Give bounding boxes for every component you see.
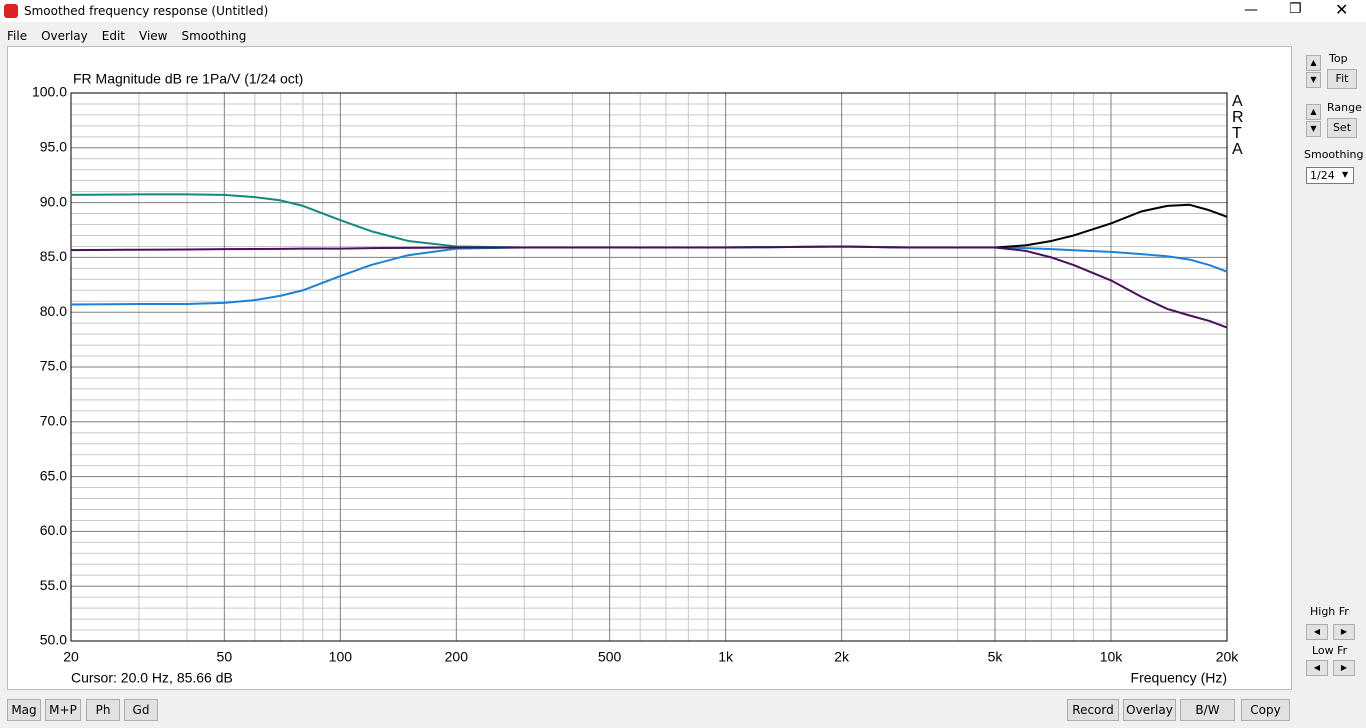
window-title: Smoothed frequency response (Untitled): [24, 4, 268, 18]
y-tick-label: 65.0: [40, 467, 67, 483]
toolbar-button[interactable]: Copy: [1241, 699, 1290, 721]
menu-item[interactable]: Edit: [102, 29, 125, 43]
high-fr-label: High Fr: [1310, 605, 1349, 618]
series-line: [71, 246, 1227, 327]
toolbar-button[interactable]: Record: [1067, 699, 1119, 721]
menu-item[interactable]: Overlay: [41, 29, 88, 43]
y-tick-label: 95.0: [40, 139, 67, 155]
y-tick-label: 90.0: [40, 193, 67, 209]
y-tick-label: 70.0: [40, 413, 67, 429]
series-line: [910, 205, 1227, 248]
top-up[interactable]: ▲: [1306, 55, 1321, 71]
high-fr-right[interactable]: ▶: [1333, 624, 1355, 640]
dropdown-arrow: ▼: [1342, 170, 1348, 179]
menu-item[interactable]: Smoothing: [181, 29, 246, 43]
minimize[interactable]: —: [1244, 2, 1258, 18]
x-tick-label: 1k: [718, 649, 734, 665]
smoothing-value: 1/24: [1310, 169, 1335, 182]
app-icon: [4, 4, 18, 18]
toolbar-button[interactable]: Mag: [7, 699, 41, 721]
title-bar: Smoothed frequency response (Untitled) —…: [0, 0, 1366, 22]
range-up[interactable]: ▲: [1306, 104, 1321, 120]
smoothing-select[interactable]: 1/24 ▼: [1306, 167, 1354, 184]
x-tick-label: 2k: [834, 649, 850, 665]
x-tick-label: 200: [445, 649, 469, 665]
smoothing-label: Smoothing: [1304, 148, 1363, 161]
toolbar-button[interactable]: M+P: [45, 699, 81, 721]
y-tick-label: 80.0: [40, 303, 67, 319]
toolbar-button[interactable]: Gd: [124, 699, 158, 721]
low-fr-right[interactable]: ▶: [1333, 660, 1355, 676]
y-tick-label: 55.0: [40, 577, 67, 593]
top-label: Top: [1329, 52, 1348, 65]
fit-button[interactable]: Fit: [1327, 69, 1357, 89]
x-tick-label: 5k: [988, 649, 1004, 665]
y-tick-label: 85.0: [40, 248, 67, 264]
y-tick-label: 60.0: [40, 522, 67, 538]
x-tick-label: 100: [329, 649, 353, 665]
x-tick-label: 500: [598, 649, 622, 665]
menu-bar: File Overlay Edit View Smoothing: [7, 25, 260, 44]
x-tick-label: 10k: [1100, 649, 1124, 665]
low-fr-left[interactable]: ◀: [1306, 660, 1328, 676]
cursor-readout: Cursor: 20.0 Hz, 85.66 dB: [71, 670, 233, 686]
top-down[interactable]: ▼: [1306, 72, 1321, 88]
arta-watermark: ARTA: [1232, 94, 1242, 158]
toolbar-button[interactable]: Ph: [86, 699, 120, 721]
chart: FR Magnitude dB re 1Pa/V (1/24 oct) Freq…: [7, 46, 1292, 690]
close[interactable]: ✕: [1335, 0, 1348, 19]
range-label: Range: [1327, 101, 1362, 114]
x-tick-label: 50: [217, 649, 233, 665]
x-tick-label: 20k: [1216, 649, 1240, 665]
x-tick-label: 20: [63, 649, 79, 665]
series-line: [71, 246, 1227, 304]
range-down[interactable]: ▼: [1306, 121, 1321, 137]
menu-item[interactable]: View: [139, 29, 167, 43]
set-button[interactable]: Set: [1327, 118, 1357, 138]
y-tick-label: 50.0: [40, 632, 67, 648]
maximize[interactable]: ❐: [1289, 1, 1302, 17]
x-axis-label: Frequency (Hz): [1131, 670, 1227, 686]
toolbar-button[interactable]: Overlay: [1123, 699, 1176, 721]
high-fr-left[interactable]: ◀: [1306, 624, 1328, 640]
toolbar-button[interactable]: B/W: [1180, 699, 1235, 721]
menu-item[interactable]: File: [7, 29, 27, 43]
y-tick-label: 100.0: [32, 84, 67, 100]
y-tick-label: 75.0: [40, 358, 67, 374]
low-fr-label: Low Fr: [1312, 644, 1347, 657]
chart-title: FR Magnitude dB re 1Pa/V (1/24 oct): [73, 71, 303, 87]
